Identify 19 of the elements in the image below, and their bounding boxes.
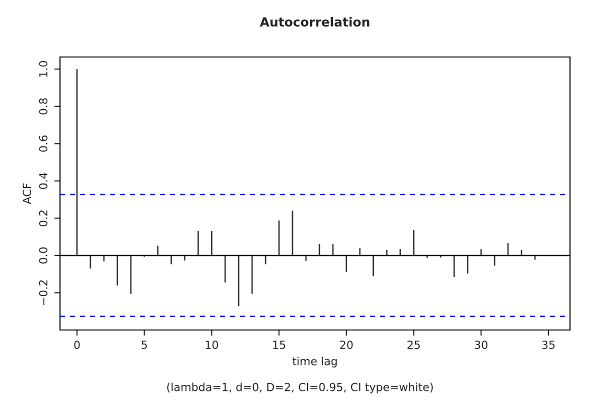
y-tick-label: 0.6 xyxy=(39,136,48,152)
x-tick-label: 20 xyxy=(340,340,353,350)
y-axis-title: ACF xyxy=(22,183,32,204)
y-tick-label: 0.4 xyxy=(39,172,48,190)
y-tick-label: 0.0 xyxy=(39,247,48,264)
chart-title: Autocorrelation xyxy=(260,16,370,27)
x-tick-label: 35 xyxy=(542,340,555,350)
x-axis-title: time lag xyxy=(292,356,337,368)
x-tick-label: 0 xyxy=(74,340,80,350)
y-tick-label: 1.0 xyxy=(39,61,48,77)
x-tick-label: 30 xyxy=(474,340,488,350)
text: (lambda=1, d=0, D=2, CI=0.95, CI type=white) xyxy=(167,382,433,394)
x-tick-label: 25 xyxy=(407,340,420,350)
x-tick-label: 15 xyxy=(273,340,286,350)
x-tick-label: 10 xyxy=(206,340,218,350)
x-tick-label: 5 xyxy=(142,340,147,350)
y-tick-label: 0.2 xyxy=(39,210,48,226)
y-tick-label: 0.8 xyxy=(39,98,48,114)
y-tick-label: −0.2 xyxy=(39,280,48,306)
